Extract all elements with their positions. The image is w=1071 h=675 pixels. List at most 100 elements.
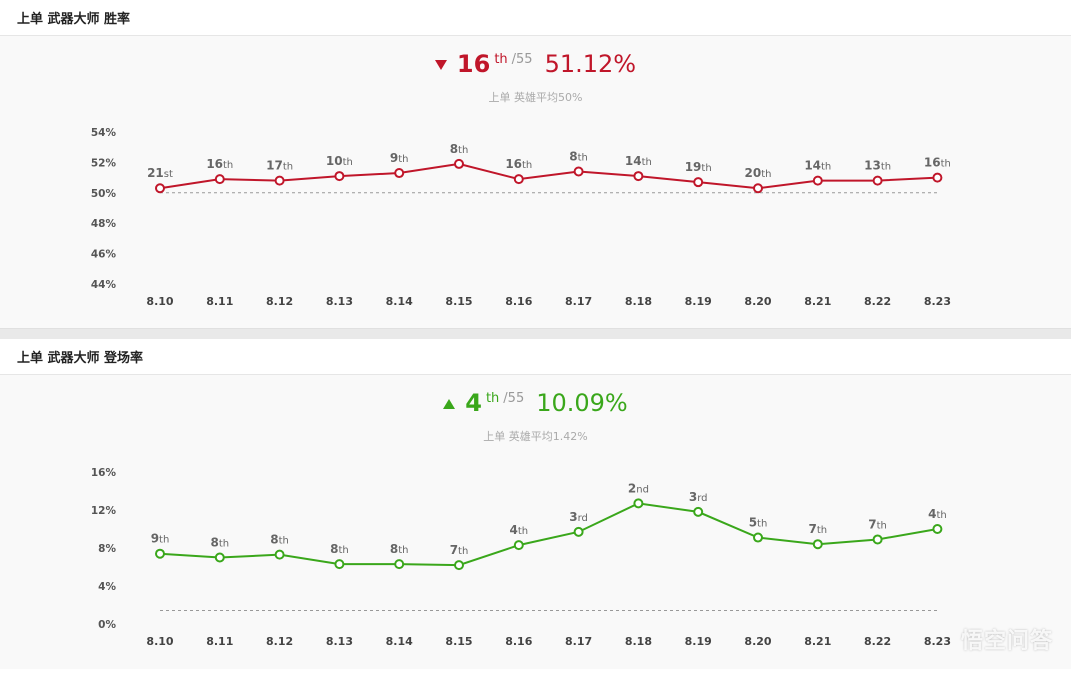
pickrate-panel-title: 上单 武器大师 登场率 bbox=[0, 339, 1071, 375]
x-tick-label: 8.20 bbox=[744, 295, 771, 308]
trend-down-icon bbox=[434, 59, 447, 70]
data-point[interactable] bbox=[932, 524, 943, 534]
x-tick-label: 8.20 bbox=[744, 635, 771, 648]
x-tick-label: 8.22 bbox=[864, 295, 891, 308]
x-tick-label: 8.23 bbox=[924, 635, 951, 648]
y-tick-label: 0% bbox=[98, 619, 116, 631]
trend-up-icon bbox=[443, 398, 456, 409]
x-tick-label: 8.10 bbox=[146, 635, 173, 648]
data-point[interactable] bbox=[812, 539, 823, 550]
point-rank-label: 8th bbox=[390, 542, 409, 556]
point-rank-label: 3rd bbox=[689, 490, 708, 504]
point-rank-label: 7th bbox=[450, 543, 469, 557]
data-point[interactable] bbox=[334, 171, 345, 182]
winrate-panel-title: 上单 武器大师 胜率 bbox=[0, 0, 1071, 36]
data-point[interactable] bbox=[633, 171, 644, 182]
point-rank-label: 19th bbox=[685, 160, 712, 174]
point-rank-label: 8th bbox=[330, 542, 349, 556]
data-point[interactable] bbox=[274, 549, 285, 560]
data-point[interactable] bbox=[334, 559, 345, 570]
winrate-line-chart: 54% 52% 50% 48% 46% 44% 8.10 8.11 8.12 8.13 8.14 8.… bbox=[91, 127, 951, 308]
data-point[interactable] bbox=[454, 158, 464, 169]
x-tick-label: 8.13 bbox=[326, 295, 353, 308]
point-rank-label: 14th bbox=[804, 159, 831, 173]
data-point[interactable] bbox=[633, 498, 644, 509]
panel-divider bbox=[0, 328, 1071, 339]
winrate-rank: 16 bbox=[456, 50, 491, 78]
y-tick-label: 52% bbox=[91, 157, 117, 169]
series-line bbox=[159, 502, 938, 567]
x-tick-label: 8.15 bbox=[445, 295, 472, 308]
data-point[interactable] bbox=[693, 177, 704, 188]
data-point[interactable] bbox=[155, 183, 165, 194]
y-tick-label: 4% bbox=[98, 581, 116, 593]
data-point[interactable] bbox=[753, 532, 763, 543]
winrate-subtitle: 上单 英雄平均50% bbox=[488, 91, 583, 104]
point-rank-label: 2nd bbox=[628, 481, 649, 495]
y-tick-label: 48% bbox=[91, 218, 117, 230]
x-tick-label: 8.10 bbox=[146, 295, 173, 308]
y-tick-label: 16% bbox=[91, 467, 117, 479]
x-tick-label: 8.21 bbox=[804, 295, 831, 308]
data-point[interactable] bbox=[513, 540, 524, 551]
point-rank-label: 16th bbox=[505, 157, 532, 171]
x-tick-label: 8.12 bbox=[266, 635, 293, 648]
point-rank-label: 3rd bbox=[569, 510, 588, 524]
data-point[interactable] bbox=[753, 183, 763, 194]
data-point[interactable] bbox=[214, 174, 225, 185]
y-tick-label: 8% bbox=[98, 543, 116, 555]
point-rank-label: 13th bbox=[864, 159, 891, 173]
y-tick-label: 50% bbox=[91, 188, 117, 200]
x-tick-label: 8.13 bbox=[326, 635, 353, 648]
x-tick-label: 8.21 bbox=[804, 635, 831, 648]
data-point[interactable] bbox=[454, 560, 464, 571]
point-rank-label: 16th bbox=[206, 157, 233, 171]
data-point[interactable] bbox=[872, 534, 883, 545]
point-rank-label: 8th bbox=[450, 142, 469, 156]
data-point[interactable] bbox=[872, 175, 883, 186]
x-tick-label: 8.12 bbox=[266, 295, 293, 308]
point-rank-label: 9th bbox=[390, 151, 409, 165]
x-tick-label: 8.14 bbox=[386, 635, 413, 648]
winrate-value: 51.12% bbox=[544, 50, 637, 78]
x-tick-label: 8.15 bbox=[445, 635, 472, 648]
y-tick-label: 54% bbox=[91, 127, 117, 139]
x-tick-label: 8.18 bbox=[625, 635, 652, 648]
pickrate-rank-total: /55 bbox=[503, 391, 525, 406]
data-point[interactable] bbox=[394, 168, 405, 179]
series-line bbox=[159, 162, 938, 190]
data-point[interactable] bbox=[573, 526, 584, 537]
pickrate-value: 10.09% bbox=[536, 389, 628, 417]
point-rank-label: 16th bbox=[924, 156, 951, 170]
data-point[interactable] bbox=[693, 506, 704, 517]
data-point[interactable] bbox=[573, 166, 584, 177]
data-point[interactable] bbox=[513, 174, 524, 185]
pickrate-rank: 4 bbox=[465, 389, 482, 417]
point-rank-label: 7th bbox=[808, 522, 827, 536]
point-rank-label: 8th bbox=[270, 533, 289, 547]
data-point[interactable] bbox=[274, 175, 285, 186]
x-tick-label: 8.23 bbox=[924, 295, 951, 308]
x-tick-label: 8.16 bbox=[505, 635, 532, 648]
x-tick-label: 8.11 bbox=[206, 295, 233, 308]
data-point[interactable] bbox=[812, 175, 823, 186]
data-point[interactable] bbox=[214, 552, 225, 563]
data-point[interactable] bbox=[394, 559, 405, 570]
pickrate-subtitle: 上单 英雄平均1.42% bbox=[483, 430, 588, 443]
y-tick-label: 12% bbox=[91, 505, 117, 517]
data-point[interactable] bbox=[932, 172, 943, 183]
pickrate-rank-suffix: th bbox=[485, 391, 500, 406]
point-rank-label: 5th bbox=[749, 516, 768, 530]
x-tick-label: 8.16 bbox=[505, 295, 532, 308]
pickrate-line-chart: 16% 12% 8% 4% 0% 8.10 8.11 8.12 8.13 8.14 8.15 8.16… bbox=[91, 467, 951, 648]
point-rank-label: 7th bbox=[868, 517, 887, 531]
x-tick-label: 8.17 bbox=[565, 635, 592, 648]
x-tick-label: 8.19 bbox=[685, 295, 712, 308]
data-point[interactable] bbox=[155, 548, 165, 559]
winrate-rank-suffix: th bbox=[494, 52, 508, 67]
point-rank-label: 8th bbox=[210, 536, 229, 550]
